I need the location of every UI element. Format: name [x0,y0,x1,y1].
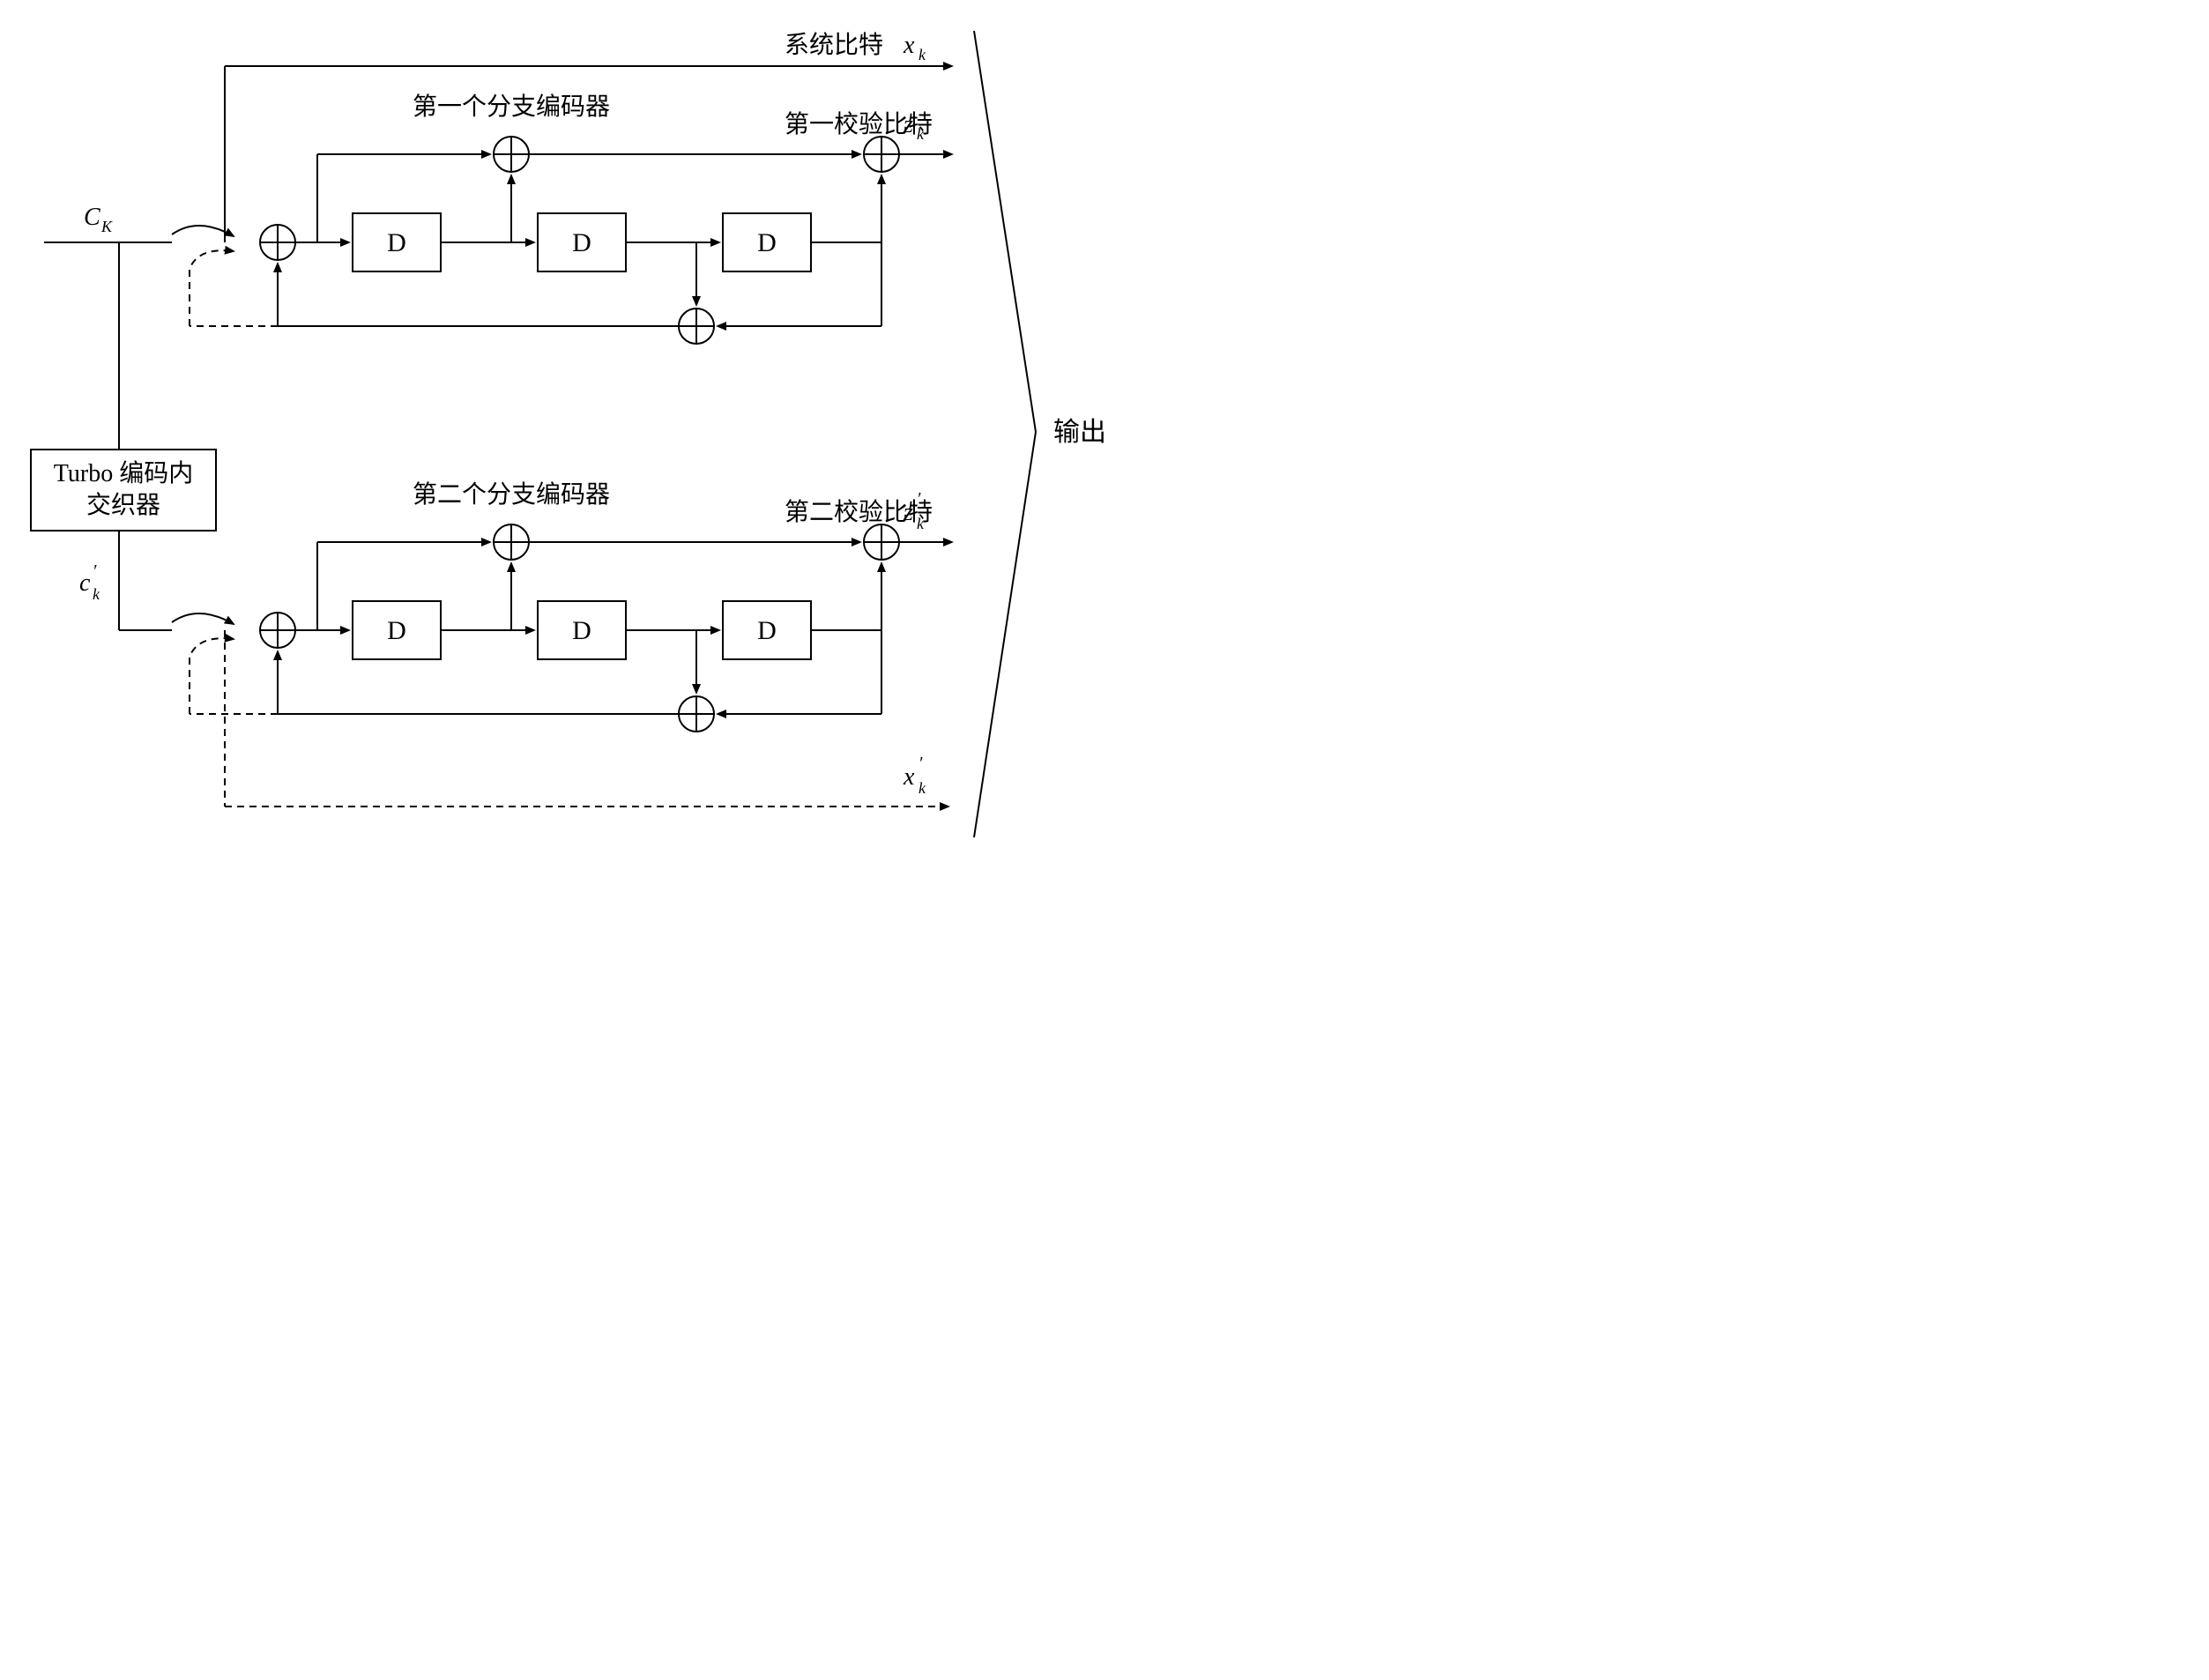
encoder1-d3-label: D [757,228,777,257]
encoder-1: 第一个分支编码器 第一校验比特 z k D D [190,93,952,344]
turbo-encoder-diagram: C K Turbo 编码内 交织器 c ′ k 系统比特 x k 第一个分支编码… [18,18,1122,858]
parity2-prime: ′ [917,489,921,509]
input-subscript: K [100,218,113,235]
encoder2-d2-label: D [572,616,591,645]
systematic-symbol: x [903,32,915,59]
input-symbol: C [84,204,100,231]
encoder1-title: 第一个分支编码器 [413,93,610,121]
encoder2-title: 第二个分支编码器 [413,480,610,509]
dashed-out-sub: k [919,779,926,797]
encoder-2: 第二个分支编码器 第二校验比特 z ′ k D D D [190,480,952,732]
encoder2-d3-label: D [757,616,777,645]
dashed-out-symbol: x [903,763,915,791]
interleaved-symbol: c [79,569,91,597]
parity1-symbol: z [903,111,913,138]
encoder1-d2-label: D [572,228,591,257]
interleaved-prime: ′ [93,561,97,581]
parity1-sub: k [917,125,925,143]
interleaved-sub: k [93,585,100,603]
interleaver-label-1: Turbo 编码内 [54,459,193,487]
parity2-sub: k [917,515,925,532]
dashed-out-prime: ′ [919,754,923,773]
systematic-sub: k [919,46,926,63]
parity2-symbol: z [903,499,913,526]
output-bracket [974,31,1036,837]
output-label: 输出 [1053,418,1106,447]
interleaver-label-2: 交织器 [86,491,160,519]
systematic-label: 系统比特 [785,31,883,59]
encoder2-d1-label: D [387,616,406,645]
encoder1-d1-label: D [387,228,406,257]
